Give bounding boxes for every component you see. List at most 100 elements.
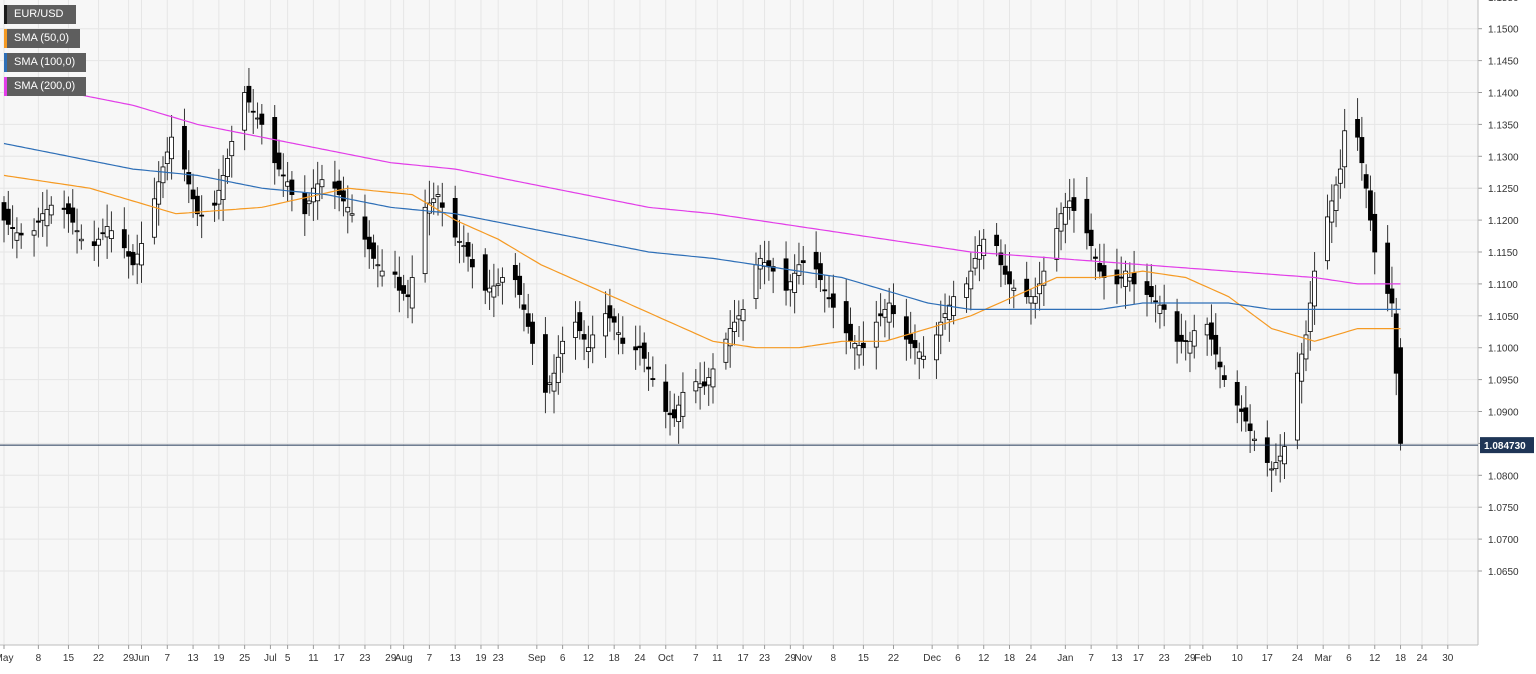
candle-body	[435, 194, 441, 197]
candle-body	[1101, 265, 1107, 278]
x-tick-label: Jun	[133, 653, 149, 664]
legend-item[interactable]: SMA (50,0)	[4, 29, 80, 48]
candle-body	[1011, 287, 1017, 291]
candle-body	[1093, 256, 1098, 259]
candle-body	[710, 368, 716, 388]
candle-body	[285, 181, 291, 187]
candle-body	[1032, 296, 1038, 304]
sma-line	[3, 79, 1401, 285]
candle-body	[921, 355, 926, 360]
candle-body	[371, 242, 376, 259]
candle-body	[981, 238, 987, 257]
x-tick-label: 7	[1088, 653, 1094, 664]
candle-body	[160, 166, 166, 184]
y-tick-label: 1.0750	[1488, 503, 1519, 514]
candle-body	[225, 158, 230, 178]
candle-body	[156, 181, 162, 205]
candle-body	[194, 195, 200, 215]
candle-body	[182, 125, 187, 170]
x-tick-label: 18	[1004, 653, 1016, 664]
candle-body	[44, 209, 50, 227]
candle-body	[616, 332, 621, 335]
candle-body	[861, 342, 866, 349]
candle-body	[1217, 361, 1223, 368]
x-tick-label: 29	[1184, 653, 1196, 664]
candle-body	[1024, 278, 1030, 298]
candle-body	[229, 141, 235, 157]
x-tick-label: 17	[738, 653, 750, 664]
candle-body	[916, 351, 922, 359]
sma-line	[3, 142, 1401, 310]
x-tick-label: 18	[1395, 653, 1407, 664]
candle-body	[1148, 286, 1154, 298]
candle-body	[663, 381, 669, 412]
candle-body	[757, 257, 763, 270]
candle-body	[783, 258, 789, 291]
candle-body	[1037, 283, 1042, 295]
candle-body	[396, 276, 402, 291]
candle-body	[1393, 313, 1399, 374]
candle-body	[469, 259, 475, 268]
candle-body	[903, 316, 909, 340]
candle-body	[968, 270, 974, 290]
candlestick-series	[1, 67, 1403, 492]
candle-body	[74, 230, 80, 233]
candle-body	[5, 208, 11, 225]
candle-body	[826, 297, 832, 300]
candle-body	[732, 321, 737, 333]
candle-body	[891, 305, 896, 315]
x-tick-label: 15	[858, 653, 870, 664]
x-tick-label: 7	[693, 653, 699, 664]
x-tick-label: 29	[123, 653, 135, 664]
y-axis: 1.16001.15501.15001.14501.14001.13501.13…	[1477, 0, 1519, 645]
candle-body	[1007, 271, 1012, 285]
x-axis: May8152229Jun7131925Jul511172329Aug71319…	[0, 644, 1478, 664]
candle-body	[345, 206, 351, 213]
legend-item[interactable]: SMA (200,0)	[4, 77, 86, 96]
candle-body	[1359, 137, 1365, 164]
candle-body	[220, 175, 226, 200]
x-tick-label: Sep	[528, 653, 546, 664]
x-tick-label: 24	[634, 653, 646, 664]
candle-body	[70, 207, 76, 223]
candle-body	[1183, 340, 1189, 342]
candle-body	[882, 309, 888, 318]
x-tick-label: Jul	[264, 653, 277, 664]
candle-body	[1084, 198, 1090, 234]
x-tick-label: 29	[385, 653, 397, 664]
candle-body	[1221, 375, 1227, 380]
x-tick-label: 5	[285, 653, 291, 664]
candle-body	[1088, 229, 1094, 247]
candle-body	[1363, 174, 1369, 189]
candle-body	[1312, 270, 1317, 307]
candle-body	[332, 181, 338, 189]
candle-body	[818, 263, 823, 281]
candle-body	[315, 183, 321, 202]
candle-body	[581, 334, 587, 340]
y-tick-label: 1.1500	[1488, 25, 1519, 36]
candle-body	[100, 232, 106, 235]
candle-body	[164, 151, 170, 164]
candle-body	[1213, 334, 1219, 355]
legend-label: SMA (200,0)	[14, 80, 76, 92]
y-tick-label: 1.0650	[1488, 567, 1519, 578]
candle-body	[1058, 213, 1064, 232]
candle-body	[964, 283, 969, 298]
candle-body	[1294, 372, 1300, 441]
candle-body	[942, 313, 948, 318]
candle-body	[1131, 272, 1137, 285]
candle-body	[375, 264, 381, 267]
candle-body	[525, 313, 531, 327]
candle-body	[212, 202, 217, 206]
candle-body	[706, 377, 712, 386]
candle-body	[852, 343, 858, 349]
legend-label: SMA (100,0)	[14, 56, 76, 68]
candle-body	[465, 242, 471, 257]
legend-item[interactable]: EUR/USD	[4, 5, 76, 24]
candle-body	[813, 251, 819, 270]
legend-item[interactable]: SMA (100,0)	[4, 53, 86, 72]
candle-body	[405, 294, 411, 298]
candle-body	[96, 238, 101, 246]
candle-body	[908, 333, 914, 344]
candle-body	[577, 312, 583, 332]
